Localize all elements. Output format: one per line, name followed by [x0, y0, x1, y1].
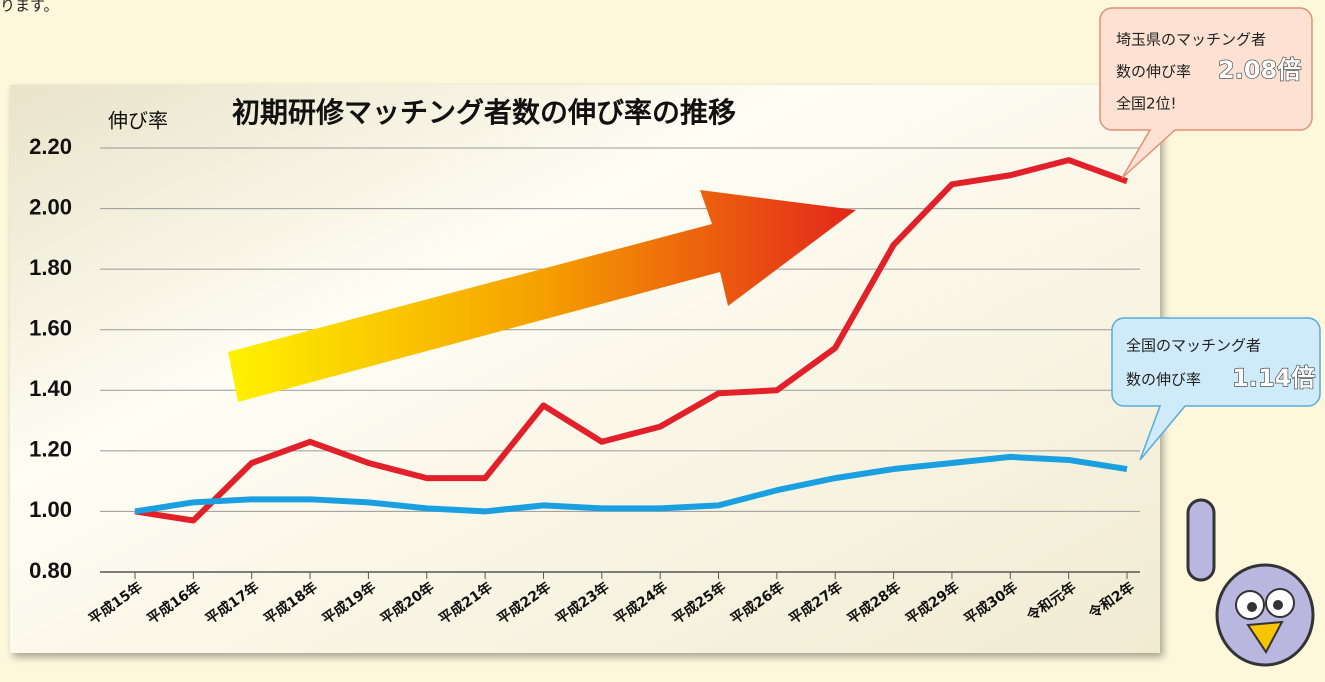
y-tick-label: 2.00 [29, 194, 72, 219]
page: {"intro_text": "ります。", "chart_data": {"t… [0, 0, 1325, 678]
intro-text: ります。 [0, 0, 59, 15]
mascot [1188, 500, 1313, 665]
y-axis-label: 伸び率 [108, 109, 168, 133]
callout-value: 2.08倍 [1218, 56, 1301, 84]
y-tick-label: 1.40 [29, 376, 72, 401]
y-tick-label: 0.80 [29, 558, 72, 583]
callout-text: 全国のマッチング者 [1126, 337, 1261, 355]
callout-text: 数の伸び率 [1126, 371, 1201, 389]
y-tick-label: 1.00 [29, 497, 72, 522]
callout-text: 埼玉県のマッチング者 [1116, 31, 1266, 49]
chart: ります。 伸び率 初期研修マッチング者数の伸び率の推移 0.80 1.00 1.20… [0, 0, 1325, 678]
y-tick-label: 1.20 [29, 437, 72, 462]
callout-text: 数の伸び率 [1116, 63, 1191, 81]
chart-title: 初期研修マッチング者数の伸び率の推移 [232, 96, 736, 129]
callout-text: 全国2位! [1116, 95, 1177, 113]
y-tick-label: 1.60 [29, 316, 72, 341]
y-tick-label: 1.80 [29, 255, 72, 280]
callout-value: 1.14倍 [1232, 364, 1315, 392]
chart-panel [10, 85, 1160, 653]
y-tick-label: 2.20 [29, 134, 72, 159]
